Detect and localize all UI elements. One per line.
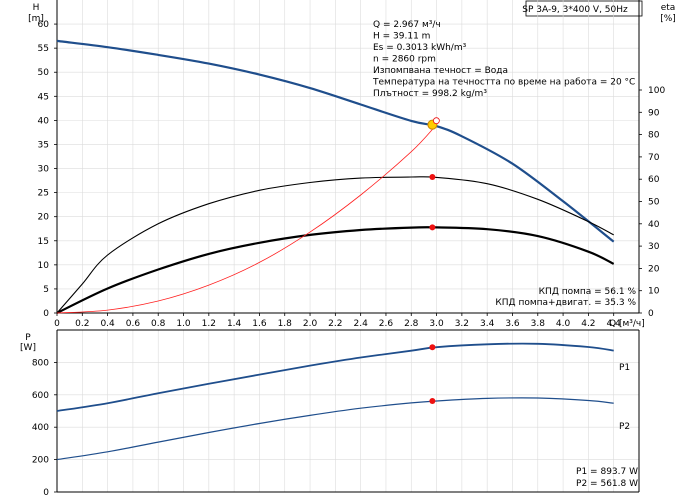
top-x-tick-label: 4.2	[581, 319, 595, 329]
top-y-tick-label: 20	[38, 213, 50, 223]
series-label-p1: P1	[619, 363, 630, 373]
operating-point-marker	[429, 173, 436, 180]
top-x-tick-label: 2.4	[353, 319, 368, 329]
top-y2-tick-label: 0	[648, 309, 654, 319]
operating-info-line: Плътност = 998.2 kg/m³	[373, 89, 487, 99]
y-axis-unit-h: [m]	[28, 14, 44, 24]
top-y2-tick-label: 40	[648, 220, 660, 230]
top-y-tick-label: 55	[38, 44, 49, 54]
top-x-tick-label: 4.4	[607, 319, 622, 329]
efficiency-info-line: КПД помпа+двигат. = 35.3 %	[495, 298, 636, 308]
top-x-tick-label: 0.4	[100, 319, 115, 329]
top-y-tick-label: 40	[38, 116, 50, 126]
top-y2-tick-label: 90	[648, 108, 660, 118]
efficiency-info-line: КПД помпа = 56.1 %	[539, 287, 637, 297]
operating-info-line: n = 2860 rpm	[373, 55, 436, 65]
top-x-tick-label: 3.2	[455, 319, 469, 329]
top-x-tick-label: 1.6	[252, 319, 267, 329]
top-y2-tick-label: 50	[648, 198, 660, 208]
y-axis-label-h: H	[33, 3, 40, 13]
top-x-tick-label: 1.8	[278, 319, 293, 329]
operating-info-line: Температура на течността по време на раб…	[372, 78, 635, 88]
top-y-tick-label: 50	[38, 68, 50, 78]
power-info-line: P1 = 893.7 W	[576, 467, 638, 477]
top-y-tick-label: 0	[43, 309, 49, 319]
top-y2-tick-label: 20	[648, 264, 660, 274]
top-x-tick-label: 4.0	[556, 319, 571, 329]
top-y2-tick-label: 60	[648, 175, 660, 185]
top-x-tick-label: 2.8	[404, 319, 419, 329]
top-x-tick-label: 0.6	[126, 319, 141, 329]
y-axis-unit-eta: [%]	[660, 14, 676, 24]
y-axis-label-p: P	[25, 333, 31, 343]
x-axis-label-q: Q [м³/ч]	[609, 319, 645, 329]
top-y2-tick-label: 100	[648, 86, 665, 96]
top-x-tick-label: 2.2	[328, 319, 342, 329]
top-x-tick-label: 1.4	[227, 319, 242, 329]
top-y-tick-label: 30	[38, 165, 50, 175]
bottom-y-tick-label: 200	[32, 456, 49, 466]
top-x-tick-label: 3.4	[480, 319, 495, 329]
top-y-tick-label: 10	[38, 261, 50, 271]
top-x-tick-label: 0.2	[75, 319, 89, 329]
duty-point-target-marker	[432, 117, 440, 125]
operating-info-line: H = 39.11 m	[373, 32, 430, 42]
top-y2-tick-label: 30	[648, 242, 660, 252]
top-x-tick-label: 3.8	[531, 319, 546, 329]
top-x-tick-label: 0.8	[151, 319, 166, 329]
pump-title-box	[525, 0, 643, 17]
bottom-y-tick-label: 0	[43, 488, 49, 498]
top-y-tick-label: 5	[43, 285, 49, 295]
operating-point-marker	[429, 224, 436, 231]
top-y-tick-label: 60	[38, 20, 50, 30]
system-curve	[56, 124, 437, 314]
head-curve	[56, 39, 615, 243]
top-x-tick-label: 2.6	[379, 319, 394, 329]
top-x-tick-label: 1.0	[176, 319, 191, 329]
p2-power-curve	[56, 397, 614, 461]
total-efficiency-curve	[56, 226, 615, 314]
pump-title: SP 3A-9, 3*400 V, 50Hz	[522, 5, 628, 15]
top-y2-tick-label: 70	[648, 153, 660, 163]
top-x-tick-label: 1.2	[202, 319, 216, 329]
top-x-tick-label: 0	[54, 319, 60, 329]
top-y-tick-label: 25	[38, 189, 49, 199]
bottom-y-tick-label: 800	[32, 358, 49, 368]
power-operating-point-marker	[429, 344, 436, 351]
power-info-line: P2 = 561.8 W	[576, 479, 638, 489]
operating-info-line: Es = 0.3013 kWh/m³	[373, 43, 467, 53]
series-label-p2: P2	[619, 422, 630, 432]
top-y-tick-label: 45	[38, 92, 49, 102]
operating-info-line: Изпомпвана течност = Вода	[373, 66, 508, 76]
top-x-tick-label: 2.0	[303, 319, 318, 329]
top-x-tick-label: 3.6	[505, 319, 520, 329]
top-x-tick-label: 3.0	[429, 319, 444, 329]
pump-efficiency-curve	[56, 176, 614, 314]
power-operating-point-marker	[429, 397, 436, 404]
top-y2-tick-label: 80	[648, 131, 660, 141]
y-axis-unit-p: [W]	[20, 343, 36, 353]
top-y-tick-label: 35	[38, 140, 49, 150]
bottom-y-tick-label: 600	[32, 391, 49, 401]
bottom-y-tick-label: 400	[32, 423, 49, 433]
y-axis-label-eta: eta	[661, 3, 676, 13]
p1-power-curve	[56, 342, 614, 412]
operating-info-line: Q = 2.967 м³/ч	[373, 20, 441, 30]
top-y2-tick-label: 10	[648, 287, 660, 297]
top-y-tick-label: 15	[38, 237, 49, 247]
